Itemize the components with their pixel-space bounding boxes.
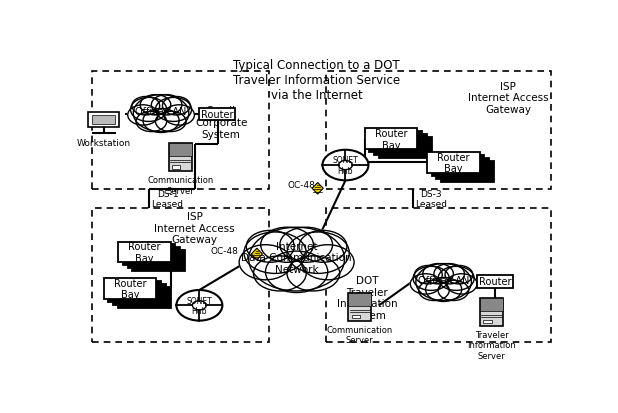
Text: SONET
Hub: SONET Hub xyxy=(187,296,212,315)
Bar xyxy=(132,251,185,271)
Circle shape xyxy=(413,267,449,291)
Bar xyxy=(172,166,180,169)
Bar xyxy=(349,294,371,306)
Circle shape xyxy=(266,252,328,293)
Circle shape xyxy=(156,98,192,122)
Circle shape xyxy=(192,301,206,310)
Circle shape xyxy=(299,231,347,263)
Bar xyxy=(326,72,551,190)
Text: Router
Bay: Router Bay xyxy=(128,242,161,263)
Bar xyxy=(349,294,371,321)
Circle shape xyxy=(280,228,332,263)
Bar xyxy=(91,209,269,342)
Circle shape xyxy=(287,256,340,291)
Bar xyxy=(326,209,551,342)
Bar xyxy=(477,275,513,288)
Circle shape xyxy=(164,106,195,126)
Circle shape xyxy=(434,264,465,284)
Bar xyxy=(436,159,489,179)
Circle shape xyxy=(261,228,313,263)
Text: Router: Router xyxy=(201,110,234,120)
Text: SONET
Hub: SONET Hub xyxy=(332,156,358,175)
Bar xyxy=(483,320,491,323)
Bar xyxy=(118,242,171,263)
Circle shape xyxy=(323,150,368,181)
Text: OC-48: OC-48 xyxy=(288,180,316,189)
Circle shape xyxy=(253,256,306,291)
Text: DOT
Traveler
Information
System: DOT Traveler Information System xyxy=(337,275,397,320)
Circle shape xyxy=(415,266,442,284)
Circle shape xyxy=(143,109,179,133)
Text: Router: Router xyxy=(479,277,511,287)
Text: ISP
Internet Access
Gateway: ISP Internet Access Gateway xyxy=(154,212,235,245)
Circle shape xyxy=(128,106,158,126)
Circle shape xyxy=(423,264,454,284)
Bar xyxy=(169,144,192,157)
Text: Workstation: Workstation xyxy=(77,139,130,147)
Circle shape xyxy=(339,161,352,170)
Circle shape xyxy=(130,98,167,122)
Bar xyxy=(169,144,192,172)
Text: Traveler
Information
Server: Traveler Information Server xyxy=(467,330,516,360)
Circle shape xyxy=(410,274,441,294)
Bar xyxy=(127,248,180,268)
Polygon shape xyxy=(252,249,263,260)
Bar xyxy=(91,72,269,190)
Bar xyxy=(352,315,360,319)
Circle shape xyxy=(416,264,472,301)
Circle shape xyxy=(132,97,159,116)
Bar xyxy=(123,245,176,266)
Bar xyxy=(427,153,480,173)
Text: Internet
Data Communication
Network: Internet Data Communication Network xyxy=(241,241,352,274)
Circle shape xyxy=(156,112,186,132)
Circle shape xyxy=(446,274,477,294)
Text: DS-3
Leased: DS-3 Leased xyxy=(415,189,447,209)
Circle shape xyxy=(302,245,354,280)
Polygon shape xyxy=(312,183,323,195)
Text: Small
Corporate
System: Small Corporate System xyxy=(195,106,247,139)
Bar xyxy=(92,116,116,125)
Circle shape xyxy=(438,280,468,301)
Circle shape xyxy=(445,266,473,284)
Text: Office LAN: Office LAN xyxy=(418,275,469,285)
Bar xyxy=(375,135,427,155)
Bar xyxy=(431,156,485,176)
Bar xyxy=(88,113,119,128)
Circle shape xyxy=(248,228,344,291)
Circle shape xyxy=(163,97,190,116)
Circle shape xyxy=(438,267,474,291)
Text: Router
Bay: Router Bay xyxy=(437,152,470,174)
Circle shape xyxy=(247,231,294,263)
Bar xyxy=(365,129,417,150)
Bar xyxy=(480,298,503,326)
Circle shape xyxy=(287,233,349,274)
Bar xyxy=(118,287,171,308)
Circle shape xyxy=(140,95,171,116)
Text: ISP
Internet Access
Gateway: ISP Internet Access Gateway xyxy=(468,81,549,114)
Text: Typical Connection to a DOT
Traveler Information Service
via the Internet: Typical Connection to a DOT Traveler Inf… xyxy=(233,59,400,102)
Bar xyxy=(441,161,494,182)
Bar xyxy=(113,284,166,305)
Circle shape xyxy=(176,290,222,321)
Bar xyxy=(480,298,503,311)
Circle shape xyxy=(418,280,449,301)
Bar xyxy=(370,132,422,152)
Bar xyxy=(108,281,161,302)
Circle shape xyxy=(239,245,292,280)
Text: DS-1
Leased: DS-1 Leased xyxy=(151,189,184,209)
Bar xyxy=(200,108,235,121)
Text: OC-48: OC-48 xyxy=(210,246,238,255)
Text: Office LAN: Office LAN xyxy=(135,107,187,116)
Circle shape xyxy=(136,112,167,132)
Circle shape xyxy=(426,278,462,302)
Circle shape xyxy=(151,95,182,116)
Circle shape xyxy=(133,95,189,132)
Text: Router
Bay: Router Bay xyxy=(375,128,407,150)
Circle shape xyxy=(244,233,306,274)
Bar xyxy=(379,138,432,158)
Bar xyxy=(104,278,156,299)
Text: Router
Bay: Router Bay xyxy=(114,278,146,300)
Text: Communication
Server: Communication Server xyxy=(147,176,213,195)
Text: Communication
Server: Communication Server xyxy=(327,325,393,344)
